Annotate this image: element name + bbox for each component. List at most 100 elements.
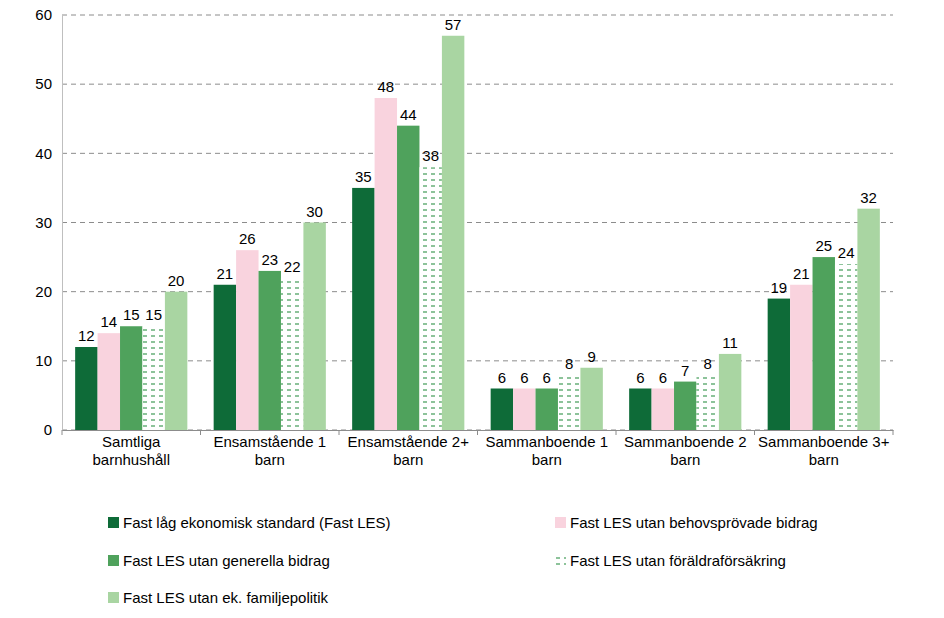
plot: 0 10 20 30 40 50 60 Samtligabarnhushåll Ensamstå… [35, 6, 893, 467]
bars [75, 36, 880, 430]
x-tick-label: Sammanboende 2barn [624, 433, 747, 468]
data-label: 11 [722, 334, 738, 351]
data-label: 12 [78, 327, 95, 344]
x-separator [339, 430, 340, 435]
x-tick-label-line: barn [393, 451, 423, 468]
x-tick-label-line: barn [532, 451, 562, 468]
data-label: 48 [377, 78, 394, 95]
data-label: 57 [445, 16, 462, 33]
bar [558, 375, 580, 430]
bar [768, 299, 790, 430]
x-tick: Samtligabarnhushåll [92, 430, 170, 468]
legend-swatch [555, 517, 566, 528]
y-axis-line [62, 16, 63, 431]
data-label: 9 [587, 348, 595, 365]
data-label: 44 [400, 106, 417, 123]
bar [75, 347, 97, 430]
y-tick-label: 50 [35, 75, 52, 92]
legend-item: Fast låg ekonomisk standard (Fast LES) [108, 514, 391, 531]
x-tick: Ensamstående 1barn [213, 430, 326, 468]
legend-swatch [555, 555, 566, 566]
data-label: 6 [659, 369, 667, 386]
x-tick: Sammanboende 3+barn [758, 430, 890, 468]
bar [580, 368, 602, 430]
y-tick: 50 [35, 75, 62, 92]
bar [790, 285, 812, 430]
bar [419, 167, 441, 430]
legend-swatch [108, 517, 119, 528]
data-label: 19 [771, 279, 788, 296]
y-tick-label: 20 [35, 283, 52, 300]
bar [375, 98, 397, 430]
data-label: 21 [217, 265, 234, 282]
bar [674, 382, 696, 430]
data-label: 6 [520, 369, 528, 386]
y-tick-label: 40 [35, 145, 52, 162]
legend-label: Fast LES utan behovsprövade bidrag [570, 514, 818, 531]
legend-swatch [108, 592, 119, 603]
x-separator [62, 430, 63, 435]
x-tick-label-line: Sammanboende 3+ [758, 433, 890, 450]
x-separator [754, 430, 755, 435]
legend-swatch [108, 555, 119, 566]
legend-label: Fast låg ekonomisk standard (Fast LES) [123, 514, 391, 531]
legend-label: Fast LES utan föräldraförsäkring [570, 552, 786, 569]
x-separator [893, 430, 894, 435]
y-tick-label: 30 [35, 214, 52, 231]
chart: 0 10 20 30 40 50 60 Samtligabarnhushåll Ensamstå… [0, 0, 944, 618]
data-label: 20 [168, 272, 185, 289]
bar [281, 278, 303, 430]
y-tick: 10 [35, 352, 62, 369]
bar [303, 223, 325, 431]
grid-line [62, 222, 893, 223]
x-tick-label: Samtligabarnhushåll [92, 433, 170, 468]
data-label: 22 [284, 258, 301, 275]
legend-item: Fast LES utan generella bidrag [108, 552, 330, 569]
y-tick-label: 60 [35, 6, 52, 23]
bar [813, 257, 835, 430]
data-label: 30 [306, 203, 323, 220]
x-tick-label: Ensamstående 1barn [213, 433, 326, 468]
y-tick: 0 [44, 421, 62, 438]
x-tick-label: Sammanboende 3+barn [758, 433, 890, 468]
bar [719, 354, 741, 430]
legend-item: Fast LES utan behovsprövade bidrag [555, 514, 818, 531]
y-tick-label: 0 [44, 421, 52, 438]
x-tick-label: Ensamstående 2+barn [348, 433, 470, 468]
y-tick-label: 10 [35, 352, 52, 369]
grid [62, 15, 893, 430]
legend-label: Fast LES utan ek. familjepolitik [123, 589, 329, 606]
data-label: 15 [145, 306, 162, 323]
data-label: 23 [261, 251, 278, 268]
grid-line [62, 153, 893, 154]
grid-line [62, 15, 893, 16]
x-tick-label-line: barn [255, 451, 285, 468]
bar [142, 326, 164, 430]
bar [442, 36, 464, 430]
x-tick: Ensamstående 2+barn [348, 430, 470, 468]
bar [98, 333, 120, 430]
data-label: 32 [860, 189, 877, 206]
data-label: 15 [123, 306, 140, 323]
bar [652, 389, 674, 431]
bar [491, 389, 513, 431]
y-tick: 20 [35, 283, 62, 300]
data-label: 21 [793, 265, 810, 282]
x-axis: Samtligabarnhushåll Ensamstående 1barn Ens… [63, 430, 894, 468]
x-separator [200, 430, 201, 435]
bar [513, 389, 535, 431]
bar [120, 326, 142, 430]
y-tick: 60 [35, 6, 62, 23]
x-tick: Sammanboende 1barn [485, 430, 608, 468]
y-axis: 0 10 20 30 40 50 60 [35, 6, 62, 438]
bar [835, 264, 857, 430]
data-label: 6 [498, 369, 506, 386]
data-label: 8 [565, 355, 573, 372]
x-separator [616, 430, 617, 435]
bar [259, 271, 281, 430]
bar [857, 209, 879, 430]
grid-line [62, 84, 893, 85]
bar [536, 389, 558, 431]
x-tick-label-line: Samtliga [102, 433, 161, 450]
bar [214, 285, 236, 430]
